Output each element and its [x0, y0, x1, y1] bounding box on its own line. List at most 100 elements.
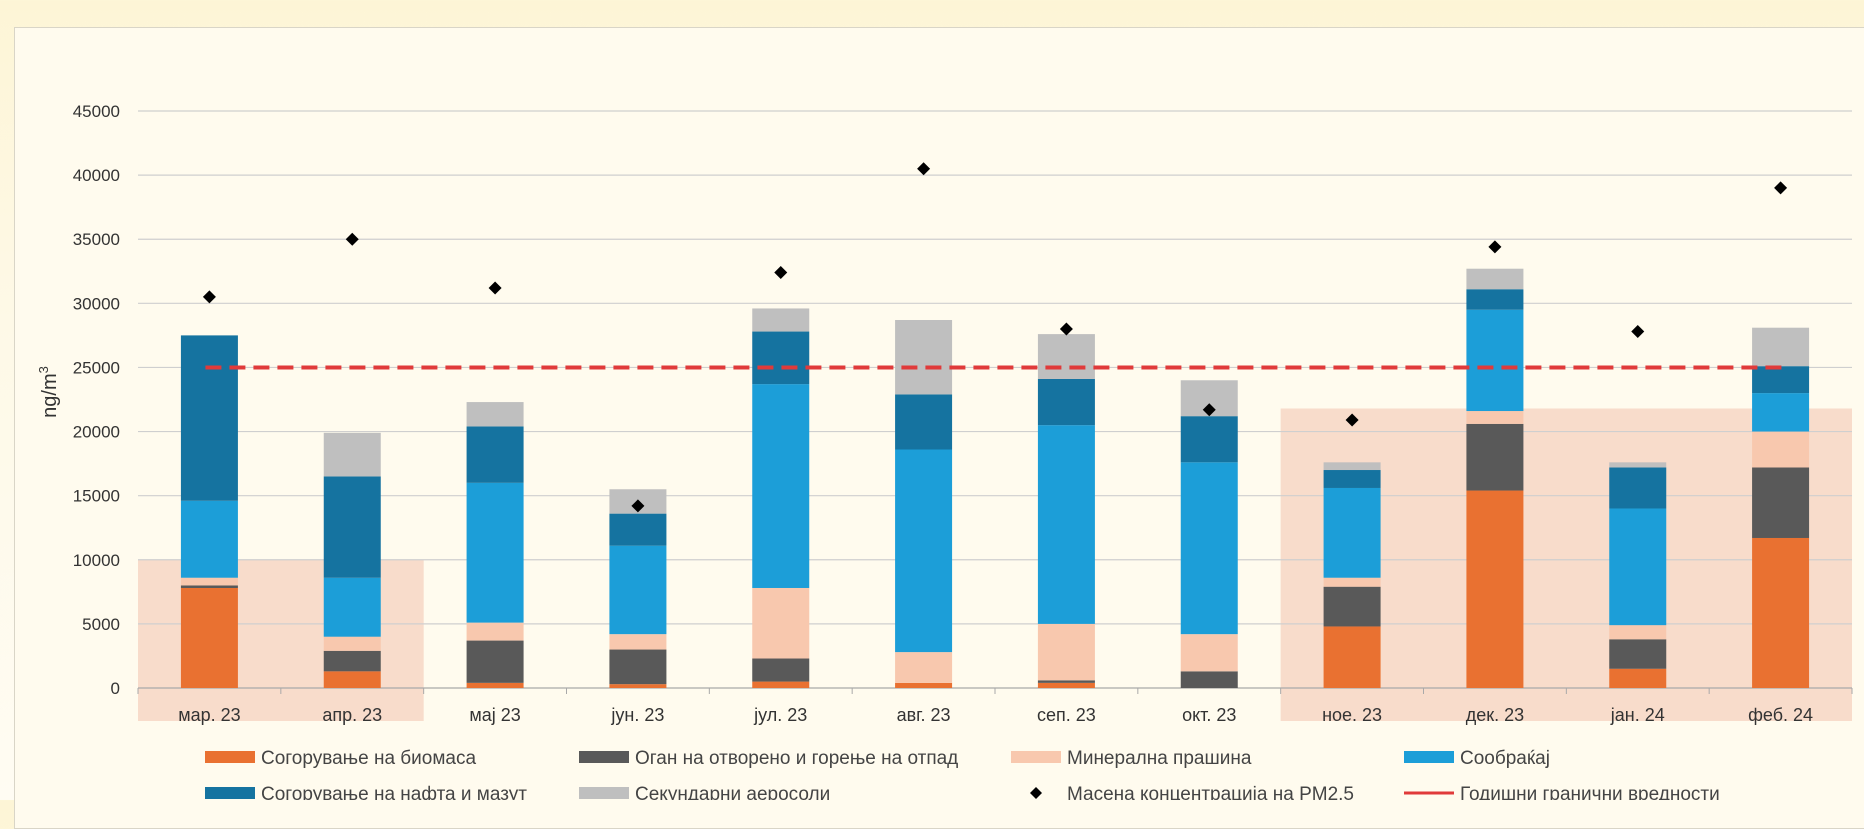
legend: Согорување на биомаса Оган на отворено и … — [205, 748, 1720, 800]
x-tick-label: ное. 23 — [1322, 705, 1382, 725]
bar-segment — [180, 500, 238, 578]
legend-label: Секундарни аеросоли — [635, 784, 830, 800]
y-tick-label: 15000 — [73, 487, 120, 506]
stacked-bar-chart: 0 5000 10000 15000 20000 25000 30000 35000 40000… — [36, 102, 1853, 800]
bar-segment — [1180, 462, 1238, 635]
pm25-marker — [631, 499, 645, 513]
bar-segment — [609, 545, 667, 635]
y-tick-label: 40000 — [73, 166, 120, 185]
bar-segment — [895, 449, 953, 653]
highlight-regions — [138, 408, 1852, 721]
y-tick-label: 25000 — [73, 358, 120, 377]
bar-segment — [1752, 537, 1810, 688]
bar-segment — [1037, 623, 1095, 681]
y-tick-label: 0 — [111, 679, 120, 698]
bar-segment — [895, 394, 953, 450]
bar-segment — [1752, 366, 1810, 394]
bar-segment — [1609, 625, 1667, 640]
legend-swatch — [205, 787, 255, 799]
y-axis-label: ng/m3 — [36, 366, 61, 418]
bar-segment — [1180, 634, 1238, 672]
pm25-marker — [1345, 413, 1359, 427]
bar-segment — [466, 482, 524, 623]
x-tick-label: јан. 24 — [1610, 705, 1665, 725]
legend-label: Сообраќај — [1460, 748, 1550, 769]
bar-segment — [1466, 309, 1524, 412]
bar-segment — [1466, 289, 1524, 310]
bar-segment — [1752, 467, 1810, 538]
bar-segment — [895, 320, 953, 395]
bar-segment — [323, 650, 381, 672]
legend-swatch — [1011, 751, 1061, 763]
bar-segment — [1037, 680, 1095, 683]
bar-segment — [609, 684, 667, 688]
pm25-marker — [488, 281, 502, 295]
bar-segment — [1752, 393, 1810, 432]
bar-segment — [1466, 490, 1524, 688]
y-tick-label: 45000 — [73, 102, 120, 121]
legend-label: Годишни гранични вредности — [1460, 784, 1720, 800]
pm25-marker — [1631, 325, 1645, 339]
bar-segment — [1180, 416, 1238, 463]
y-tick-label: 20000 — [73, 423, 120, 442]
y-tick-label: 30000 — [73, 294, 120, 313]
gridlines — [137, 110, 1853, 694]
x-tick-label: мар. 23 — [178, 705, 240, 725]
bar-segment — [752, 587, 810, 659]
legend-label: Согорување на биомаса — [261, 748, 476, 769]
bar-segment — [1466, 268, 1524, 290]
pm25-marker — [202, 290, 216, 304]
bar-segment — [466, 426, 524, 483]
legend-label: Оган на отворено и горење на отпад — [635, 748, 958, 769]
y-tick-label: 35000 — [73, 230, 120, 249]
pm25-marker — [917, 162, 931, 176]
bar-segment — [323, 577, 381, 637]
bar-segment — [466, 682, 524, 688]
bar-segment — [1609, 668, 1667, 688]
legend-label: Минерална прашина — [1067, 748, 1252, 769]
bar-segment — [1180, 671, 1238, 688]
bar-segment — [752, 308, 810, 332]
bars — [180, 268, 1810, 688]
y-axis-ticks: 0 5000 10000 15000 20000 25000 30000 35000 40000… — [73, 102, 120, 698]
x-tick-label: дек. 23 — [1466, 705, 1524, 725]
bar-segment — [1037, 334, 1095, 379]
bar-segment — [1323, 577, 1381, 587]
pm25-marker — [1774, 181, 1788, 195]
bar-segment — [609, 513, 667, 546]
bar-segment — [466, 402, 524, 427]
bar-segment — [180, 585, 238, 588]
bar-segment — [1609, 639, 1667, 669]
pm25-marker — [1488, 240, 1502, 254]
bar-segment — [180, 577, 238, 586]
pm25-marker — [1059, 322, 1073, 336]
bar-segment — [1466, 411, 1524, 424]
legend-swatch — [205, 751, 255, 763]
bar-segment — [1037, 682, 1095, 688]
y-tick-label: 5000 — [82, 615, 120, 634]
bar-segment — [752, 331, 810, 385]
bar-segment — [1323, 626, 1381, 688]
bar-segment — [1609, 508, 1667, 626]
bar-segment — [752, 681, 810, 688]
x-tick-label: јул. 23 — [753, 705, 807, 725]
x-tick-label: авг. 23 — [897, 705, 951, 725]
bar-segment — [180, 335, 238, 501]
bar-segment — [1323, 470, 1381, 488]
bar-segment — [752, 384, 810, 588]
x-tick-label: феб. 24 — [1748, 705, 1813, 725]
bar-segment — [609, 649, 667, 685]
legend-swatch — [579, 751, 629, 763]
pm25-marker — [774, 266, 788, 280]
highlight-region — [138, 559, 424, 721]
bar-segment — [180, 587, 238, 688]
legend-swatch — [579, 787, 629, 799]
bar-segment — [323, 432, 381, 477]
y-tick-label: 10000 — [73, 551, 120, 570]
bar-segment — [1752, 431, 1810, 468]
pm25-markers — [202, 162, 1788, 513]
bar-segment — [466, 622, 524, 641]
bar-segment — [1609, 467, 1667, 509]
bar-segment — [609, 634, 667, 650]
legend-label: Масена концентрација на PM2.5 — [1067, 784, 1354, 800]
